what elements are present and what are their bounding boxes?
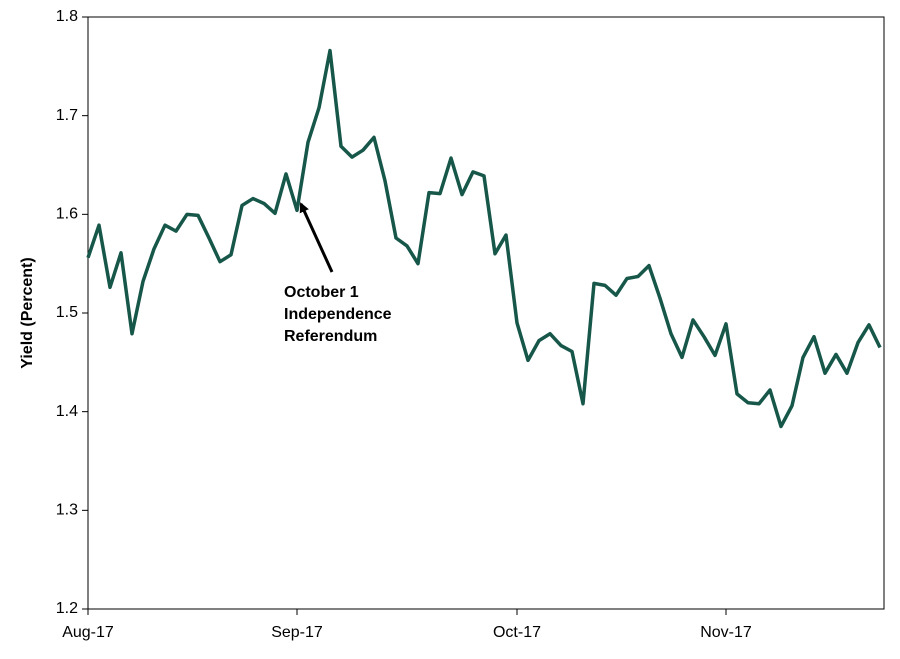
annotation: October 1 Independence Referendum — [284, 284, 392, 345]
y-axis-label: Yield (Percent) — [19, 257, 36, 368]
x-tick-label: Nov-17 — [700, 624, 752, 641]
x-tick-label: Aug-17 — [62, 624, 114, 641]
y-tick-label: 1.7 — [56, 107, 78, 124]
x-tick-label: Oct-17 — [493, 624, 541, 641]
plot-frame — [87, 16, 885, 610]
y-tick-label: 1.6 — [56, 206, 78, 223]
annotation-line: Independence — [284, 306, 392, 323]
annotation-line: October 1 — [284, 284, 359, 301]
annotation-line: Referendum — [284, 328, 377, 345]
annotation-arrow — [299, 202, 334, 273]
y-tick-label: 1.8 — [56, 8, 78, 25]
data-line — [86, 48, 882, 429]
y-tick-label: 1.3 — [56, 502, 78, 519]
y-tick-label: 1.4 — [56, 403, 78, 420]
y-tick-label: 1.2 — [56, 600, 78, 617]
x-tick-label: Sep-17 — [271, 624, 323, 641]
y-tick-label: 1.5 — [56, 304, 78, 321]
